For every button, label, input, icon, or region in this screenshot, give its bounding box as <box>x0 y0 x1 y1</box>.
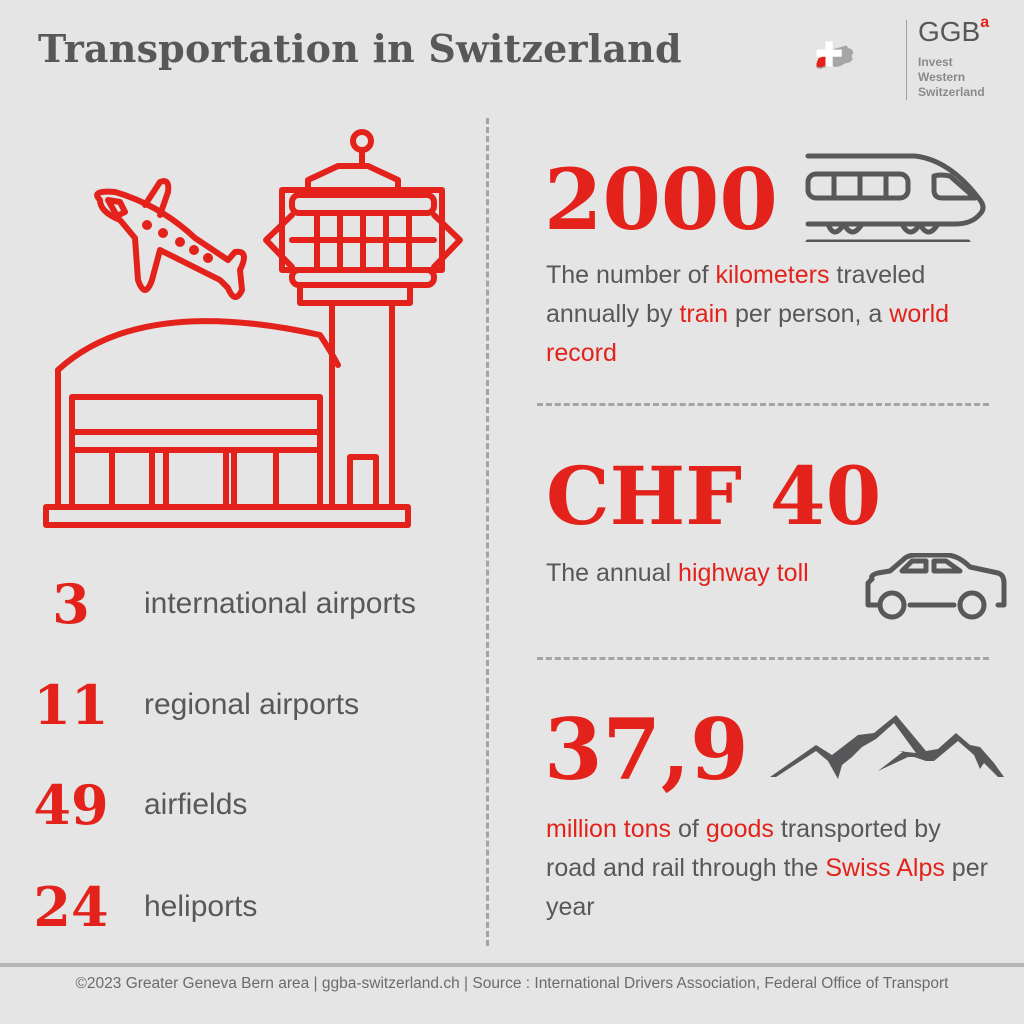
toll-description: The annual highway toll <box>546 559 809 587</box>
stat-label: airfields <box>144 788 248 821</box>
swiss-map-cross-icon <box>816 41 854 69</box>
stat-airfields: 49 airfields <box>16 775 247 835</box>
mountains-icon <box>770 715 1004 779</box>
highway-toll-value: CHF 40 <box>546 449 882 543</box>
stat-international-airports: 3 international airports <box>16 574 416 634</box>
stat-label: regional airports <box>144 688 360 721</box>
section-divider <box>537 657 989 660</box>
train-km-value: 2000 <box>544 150 778 249</box>
logo-divider <box>906 20 907 100</box>
stat-label: international airports <box>144 587 416 620</box>
stat-regional-airports: 11 regional airports <box>16 675 359 735</box>
car-icon <box>865 553 1007 620</box>
stat-value: 11 <box>33 673 109 737</box>
stat-label: heliports <box>144 890 258 923</box>
goods-value: 37,9 <box>544 700 749 799</box>
footer-divider <box>0 963 1024 967</box>
vertical-divider <box>486 118 489 946</box>
stat-value: 49 <box>33 773 109 837</box>
airport-terminal-tower-plane-icon <box>43 129 463 528</box>
goods-description: million tons of goods transported by roa… <box>546 815 988 921</box>
stat-value: 3 <box>52 572 90 636</box>
train-description: The number of kilometers traveled annual… <box>546 261 950 367</box>
stat-heliports: 24 heliports <box>16 877 257 937</box>
logo-tagline: Invest Western Switzerland <box>918 55 985 99</box>
page-title: Transportation in Switzerland <box>38 26 682 71</box>
train-icon <box>805 153 986 242</box>
footer-credits: ©2023 Greater Geneva Bern area | ggba-sw… <box>75 975 949 992</box>
logo-brand: GGBa <box>918 13 990 47</box>
section-divider <box>537 403 989 406</box>
stat-value: 24 <box>33 875 109 939</box>
